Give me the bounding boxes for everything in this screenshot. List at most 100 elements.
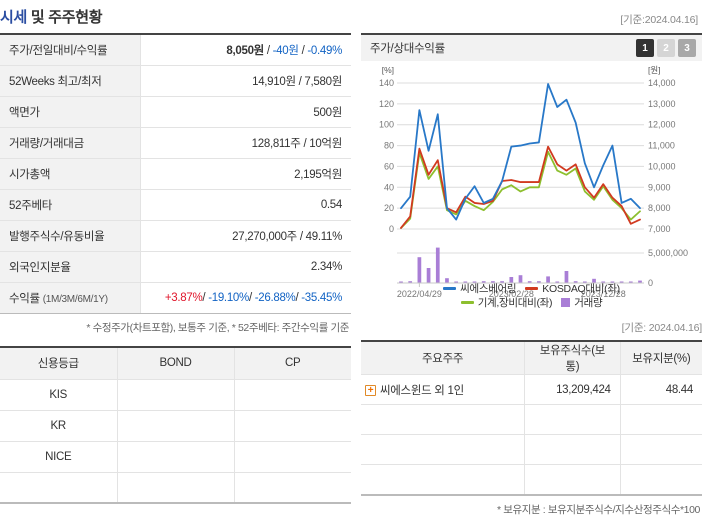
svg-text:80: 80 (384, 141, 394, 151)
price-sep: / (263, 44, 273, 57)
svg-text:2022/04/29: 2022/04/29 (397, 289, 442, 299)
cell-shares (524, 434, 621, 465)
row-label: 52주베타 (0, 189, 141, 221)
svg-text:0: 0 (389, 224, 394, 234)
shareholder-label: 씨에스윈드 외 1인 (380, 384, 464, 397)
basis-date-shareholders: [기준: 2024.04.16] (621, 322, 702, 334)
row-value: 2.34% (140, 251, 351, 283)
cell-agency: KIS (0, 379, 118, 411)
table-row: + 씨에스윈드 외 1인 13,209,424 48.44 (361, 374, 702, 405)
col-header-shares: 보유주식수(보통) (524, 341, 621, 375)
row-label: 52Weeks 최고/최저 (0, 65, 141, 97)
cell-bond (117, 379, 235, 411)
table-row: KIS (0, 379, 351, 411)
row-value: 0.54 (140, 189, 351, 221)
row-value: 8,050원 / -40원 / -0.49% (140, 34, 351, 66)
legend-label-kosdaq: KOSDAQ대비(좌) (542, 282, 620, 295)
cell-bond (117, 472, 235, 504)
chart-tab-3[interactable]: 3 (678, 39, 696, 57)
price-rate: -0.49% (307, 44, 342, 57)
price-relative-return-chart[interactable]: 0 7,000 20 8,000 40 9,000 60 10,000 80 11,000 100 1… (361, 61, 702, 313)
table-row: KR (0, 410, 351, 442)
col-header-shareholder: 주요주주 (361, 341, 526, 375)
table-row: 거래량/거래대금 128,811주 / 10억원 (0, 127, 351, 159)
legend-swatch-kosdaq (525, 286, 539, 290)
chart-canvas: 0 7,000 20 8,000 40 9,000 60 10,000 80 11,000 100 1… (379, 65, 688, 299)
row-value: 14,910원 / 7,580원 (140, 65, 351, 97)
table-row (361, 404, 702, 435)
expand-plus-icon[interactable]: + (365, 384, 376, 396)
cell-shareholder-name (361, 434, 526, 465)
table-row: 외국인지분율 2.34% (0, 251, 351, 283)
quote-section: 주가/전일대비/수익률 8,050원 / -40원 / -0.49% 52Wee… (0, 33, 351, 335)
table-row: 수익률 (1M/3M/6M/1Y) +3.87%/ -19.10%/ -26.8… (0, 282, 351, 314)
row-label-sub: (1M/3M/6M/1Y) (42, 293, 108, 305)
price-change: -40원 (272, 44, 299, 57)
svg-text:[%]: [%] (382, 65, 394, 75)
row-label: 수익률 (1M/3M/6M/1Y) (0, 282, 141, 314)
table-row (361, 434, 702, 465)
row-label: 발행주식수/유동비율 (0, 220, 141, 252)
cell-stake: 48.44 (620, 374, 702, 405)
credit-rating-section: 신용등급 BOND CP KIS KR NICE (0, 346, 351, 504)
price-main: 8,050원 (226, 44, 264, 57)
shareholders-table: 주요주주 보유주식수(보통) 보유지분(%) + 씨에스윈드 외 1인 13,20… (361, 340, 702, 496)
svg-text:140: 140 (379, 78, 394, 88)
row-label: 시가총액 (0, 158, 141, 190)
svg-text:12,000: 12,000 (648, 120, 676, 130)
chart-tab-1[interactable]: 1 (636, 39, 654, 57)
chart-header: 주가/상대수익률 1 2 3 (361, 33, 702, 61)
return-6m: -26.88% (254, 291, 296, 304)
legend-label-stock: 씨에스베어링 (460, 282, 517, 295)
row-value: 2,195억원 (140, 158, 351, 190)
cell-shareholder-name (361, 464, 526, 496)
chart-section: 주가/상대수익률 1 2 3 0 7,000 20 8,000 40 9,000 60 10,… (361, 33, 702, 313)
cell-cp (234, 410, 351, 442)
shareholders-section: [기준: 2024.04.16] 주요주주 보유주식수(보통) 보유지분(%) … (361, 320, 702, 517)
svg-text:120: 120 (379, 99, 394, 109)
credit-rating-table: 신용등급 BOND CP KIS KR NICE (0, 346, 351, 504)
chart-tab-2[interactable]: 2 (657, 39, 675, 57)
legend-swatch-stock (443, 286, 457, 290)
row-value: 128,811주 / 10억원 (140, 127, 351, 159)
svg-text:9,000: 9,000 (648, 182, 671, 192)
table-header-row: 주요주주 보유주식수(보통) 보유지분(%) (361, 341, 702, 375)
cell-shareholder-name[interactable]: + 씨에스윈드 외 1인 (361, 374, 526, 405)
ret-sep2: / (248, 291, 255, 304)
table-row (361, 464, 702, 496)
svg-text:11,000: 11,000 (648, 141, 675, 151)
svg-text:100: 100 (379, 120, 394, 130)
chart-legend: 씨에스베어링 KOSDAQ대비(좌) 기계,장비대비(좌) 거래량 (361, 281, 702, 309)
svg-text:20: 20 (384, 203, 394, 213)
legend-row-2: 기계,장비대비(좌) 거래량 (460, 295, 603, 309)
cell-bond (117, 410, 235, 442)
ret-sep1: / (202, 291, 209, 304)
cell-stake (620, 464, 702, 496)
svg-text:7,000: 7,000 (648, 224, 671, 234)
shareholders-footnote: * 보유지분 : 보유지분주식수/지수산정주식수*100 (497, 503, 700, 516)
cell-shareholder-name (361, 404, 526, 435)
row-label: 액면가 (0, 96, 141, 128)
col-header-agency: 신용등급 (0, 347, 118, 380)
row-value: +3.87%/ -19.10%/ -26.88%/ -35.45% (140, 282, 351, 314)
table-row: 시가총액 2,195억원 (0, 158, 351, 190)
price-sep2: / (298, 44, 308, 57)
row-value: 500원 (140, 96, 351, 128)
svg-text:0: 0 (648, 278, 653, 288)
row-value: 27,270,000주 / 49.11% (140, 220, 351, 252)
table-row: 52주베타 0.54 (0, 189, 351, 221)
cell-stake (620, 434, 702, 465)
svg-text:[원]: [원] (648, 65, 661, 75)
col-header-bond: BOND (117, 347, 235, 380)
cell-cp (234, 472, 351, 504)
legend-row-1: 씨에스베어링 KOSDAQ대비(좌) (443, 281, 620, 295)
row-label: 외국인지분율 (0, 251, 141, 283)
legend-item-stock: 씨에스베어링 (443, 281, 517, 296)
cell-cp (234, 379, 351, 411)
chart-tab-group: 1 2 3 (636, 39, 696, 57)
table-row: NICE (0, 441, 351, 473)
cell-agency (0, 472, 118, 504)
table-row: 액면가 500원 (0, 96, 351, 128)
svg-text:5,000,000: 5,000,000 (648, 248, 688, 258)
